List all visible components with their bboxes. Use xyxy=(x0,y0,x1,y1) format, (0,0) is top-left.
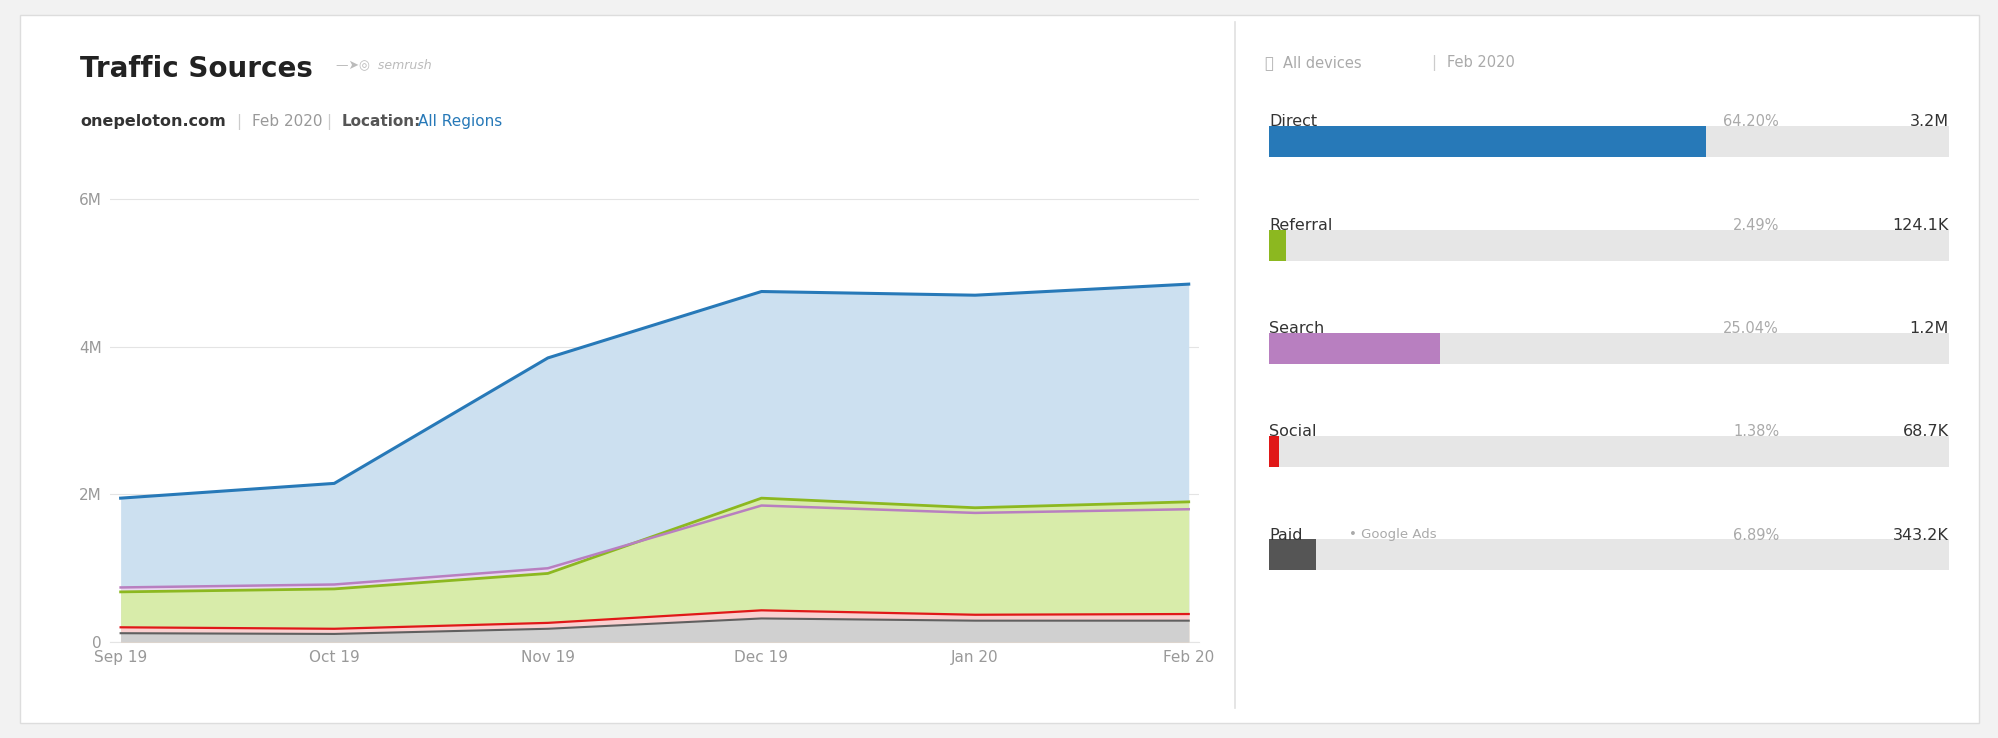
Text: • Google Ads: • Google Ads xyxy=(1349,528,1437,541)
Text: 2.49%: 2.49% xyxy=(1732,218,1778,232)
Text: 1.38%: 1.38% xyxy=(1732,424,1778,439)
Text: Direct: Direct xyxy=(1269,114,1317,129)
Text: 3.2M: 3.2M xyxy=(1908,114,1948,129)
Text: onepeloton.com: onepeloton.com xyxy=(80,114,226,129)
Text: Referral: Referral xyxy=(1269,218,1333,232)
Text: Social: Social xyxy=(1269,424,1317,439)
Text: 68.7K: 68.7K xyxy=(1902,424,1948,439)
Text: Search: Search xyxy=(1269,321,1325,336)
Text: Feb 2020: Feb 2020 xyxy=(1447,55,1514,70)
Text: Traffic Sources: Traffic Sources xyxy=(80,55,312,83)
Text: |: | xyxy=(326,114,332,131)
Text: All Regions: All Regions xyxy=(418,114,501,129)
Text: Paid: Paid xyxy=(1269,528,1303,542)
Text: |: | xyxy=(236,114,242,131)
Text: 25.04%: 25.04% xyxy=(1722,321,1778,336)
Text: 343.2K: 343.2K xyxy=(1892,528,1948,542)
Text: Feb 2020: Feb 2020 xyxy=(252,114,322,129)
Text: 1.2M: 1.2M xyxy=(1908,321,1948,336)
Text: 64.20%: 64.20% xyxy=(1722,114,1778,129)
Text: Location:: Location: xyxy=(342,114,422,129)
Text: 124.1K: 124.1K xyxy=(1892,218,1948,232)
Text: ⎙  All devices: ⎙ All devices xyxy=(1265,55,1361,70)
Text: 6.89%: 6.89% xyxy=(1732,528,1778,542)
Text: —➤◎  semrush: —➤◎ semrush xyxy=(336,58,432,72)
Text: |: | xyxy=(1431,55,1437,72)
